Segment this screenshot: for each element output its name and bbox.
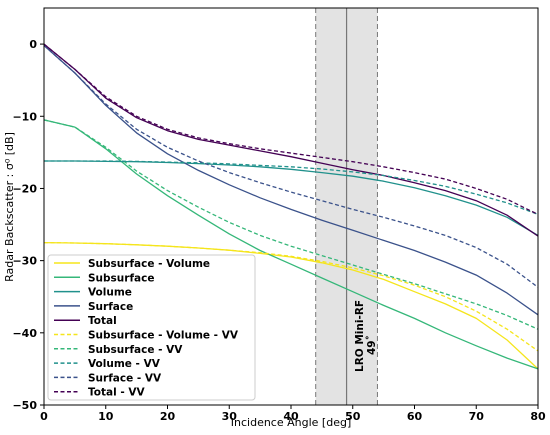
series-line-8 [44,160,539,216]
legend-label-5: Total [88,315,117,327]
x-tick-label: 40 [283,410,299,423]
x-tick-label: 80 [530,410,546,423]
legend-label-9: Surface - VV [88,372,162,384]
y-tick-label: −10 [12,110,37,123]
x-tick-label: 0 [40,410,48,423]
x-tick-label: 50 [345,410,361,423]
legend-label-4: Surface [88,301,133,313]
series-line-1 [43,241,539,370]
series-line-6 [43,241,539,352]
series-line-7 [43,119,539,330]
legend-label-8: Volume - VV [88,358,161,370]
legend-label-1: Subsurface - Volume [88,258,210,270]
x-tick-label: 20 [160,410,176,423]
annotation-text-line2: 49˚ [366,335,378,355]
x-tick-label: 70 [469,410,485,423]
legend-box [47,254,256,401]
y-tick-label: −20 [12,182,37,195]
x-tick-label: 10 [98,410,114,423]
legend-label-3: Volume [88,287,132,299]
series-line-9 [43,45,539,288]
series-line-10 [43,43,539,215]
y-tick-label: −40 [12,327,37,340]
x-tick-label: 60 [407,410,423,423]
legend-label-10: Total - VV [88,387,145,399]
y-tick-label: 0 [29,38,37,51]
tick-layer: 0 10 20 30 40 50 60 70 80 0 −10 −20 −30 −40 −50 [12,38,546,423]
legend-label-6: Subsurface - Volume - VV [88,330,239,342]
x-axis-title: Incidence Angle [deg] [231,416,351,429]
series-layer [43,43,539,370]
series-line-3 [44,160,539,236]
series-line-5 [43,43,539,237]
series-line-2 [43,119,539,370]
legend-label-2: Subsurface [88,272,154,284]
y-axis-title: Radar Backscatter : σ⁰ [dB] [3,132,16,282]
y-tick-label: −50 [12,399,37,412]
y-tick-label: −30 [12,255,37,268]
x-tick-label: 30 [222,410,238,423]
annotation-text-line1: LRO Mini-RF [354,300,366,372]
series-line-4 [43,45,539,316]
incidence-band-layer [315,8,378,405]
legend: Subsurface - Volume Subsurface Volume Surfa… [47,254,256,401]
legend-label-7: Subsurface - VV [88,344,183,356]
